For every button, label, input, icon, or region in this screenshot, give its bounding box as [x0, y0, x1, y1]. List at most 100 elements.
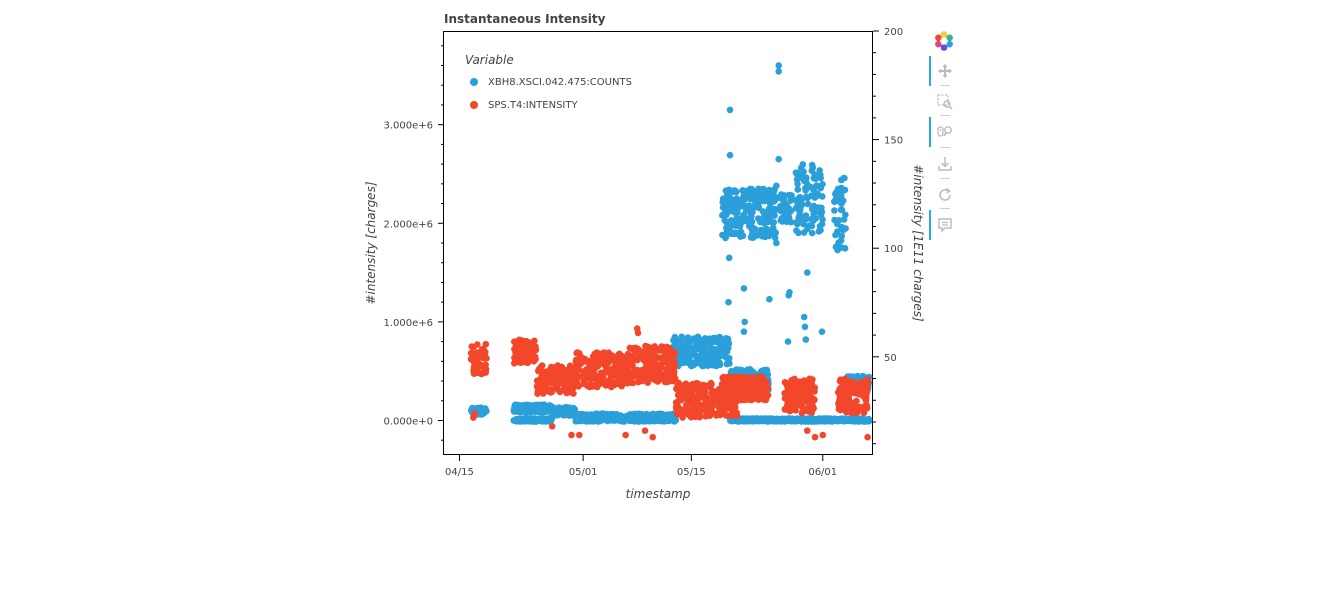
counts-point: [795, 213, 803, 220]
intensity-point: [559, 365, 566, 372]
intensity-point: [742, 389, 749, 397]
counts-point: [572, 418, 580, 425]
y-right-tick-label: 150: [884, 136, 903, 147]
intensity-point: [671, 362, 679, 370]
counts-point: [739, 232, 747, 240]
legend-title: Variable: [465, 53, 514, 67]
bokeh-logo-icon: [935, 31, 953, 51]
intensity-point: [709, 389, 717, 396]
intensity-point: [758, 373, 766, 380]
intensity-point: [864, 433, 871, 441]
counts-point: [688, 337, 695, 344]
counts-point: [675, 339, 683, 347]
counts-point: [801, 177, 808, 185]
counts-point: [778, 215, 785, 222]
intensity-point: [687, 413, 695, 421]
intensity-point: [647, 362, 654, 370]
counts-point: [755, 204, 763, 212]
counts-point: [758, 226, 765, 234]
counts-point: [742, 217, 749, 225]
intensity-point: [796, 396, 803, 404]
counts-point: [536, 406, 544, 413]
intensity-point: [618, 352, 626, 360]
intensity-point: [586, 383, 593, 391]
intensity-point: [481, 367, 488, 374]
intensity-point: [757, 388, 764, 396]
box-zoom-tool[interactable]: [928, 87, 962, 117]
intensity-point: [723, 393, 731, 401]
y-axis-label-left: #intensity [charges]: [364, 181, 378, 304]
intensity-point: [791, 375, 798, 383]
legend-marker-intensity: [470, 101, 478, 109]
intensity-point: [573, 378, 581, 386]
save-tool[interactable]: [928, 149, 962, 179]
counts-point: [733, 229, 741, 237]
counts-point: [817, 171, 824, 179]
intensity-point: [819, 431, 827, 439]
intensity-point: [649, 433, 656, 441]
intensity-point: [480, 346, 488, 354]
counts-point: [808, 229, 816, 237]
counts-point: [559, 409, 567, 417]
reset-tool[interactable]: [928, 180, 962, 210]
counts-point: [799, 415, 806, 422]
intensity-point: [731, 411, 739, 418]
counts-point: [788, 192, 795, 199]
counts-point: [773, 206, 780, 213]
save-icon: [938, 157, 952, 171]
intensity-point: [605, 349, 612, 357]
counts-point: [730, 200, 738, 207]
intensity-point: [713, 400, 721, 407]
intensity-point: [592, 351, 599, 359]
intensity-point: [482, 361, 490, 369]
intensity-point: [811, 433, 819, 441]
intensity-point: [700, 384, 707, 392]
counts-point: [748, 190, 756, 197]
counts-point: [801, 323, 809, 331]
intensity-point: [520, 353, 527, 360]
intensity-point: [674, 407, 681, 415]
counts-point: [757, 195, 764, 203]
bokeh-logo[interactable]: [928, 28, 962, 58]
intensity-point: [764, 391, 772, 399]
box-zoom-icon: [937, 94, 953, 110]
intensity-point: [563, 389, 570, 397]
wheel-zoom-tool[interactable]: [928, 117, 962, 147]
intensity-point: [572, 356, 580, 364]
intensity-point: [697, 406, 704, 414]
intensity-point: [691, 406, 698, 413]
intensity-point: [786, 407, 794, 415]
intensity-point: [811, 388, 818, 395]
counts-point: [817, 226, 824, 234]
counts-point: [785, 415, 792, 422]
intensity-point: [650, 376, 658, 383]
intensity-point: [721, 375, 729, 382]
counts-point: [749, 230, 756, 238]
hover-tool[interactable]: [928, 210, 962, 240]
y-axis-label-right: #intensity [1E11 charges]: [911, 164, 925, 322]
counts-point: [765, 232, 773, 240]
intensity-point: [470, 344, 477, 351]
intensity-point: [599, 357, 606, 365]
intensity-point: [522, 345, 530, 352]
intensity-point: [566, 380, 573, 387]
intensity-point: [651, 357, 658, 365]
intensity-point: [574, 366, 581, 374]
counts-point: [738, 196, 746, 203]
intensity-point: [525, 355, 532, 363]
intensity-point: [567, 372, 574, 379]
pan-tool[interactable]: [928, 56, 962, 86]
counts-point: [784, 213, 792, 220]
counts-point: [522, 406, 529, 413]
counts-point: [716, 361, 724, 369]
intensity-point: [788, 400, 796, 408]
counts-point: [681, 336, 688, 344]
counts-point: [828, 416, 835, 424]
intensity-point: [615, 380, 622, 388]
intensity-point: [839, 394, 846, 402]
intensity-point: [679, 384, 687, 391]
legend-label-intensity[interactable]: SPS.T4:INTENSITY: [488, 100, 578, 111]
legend-label-counts[interactable]: XBH8.XSCI.042.475:COUNTS: [488, 77, 632, 88]
intensity-point: [604, 366, 612, 373]
counts-point: [735, 222, 743, 230]
